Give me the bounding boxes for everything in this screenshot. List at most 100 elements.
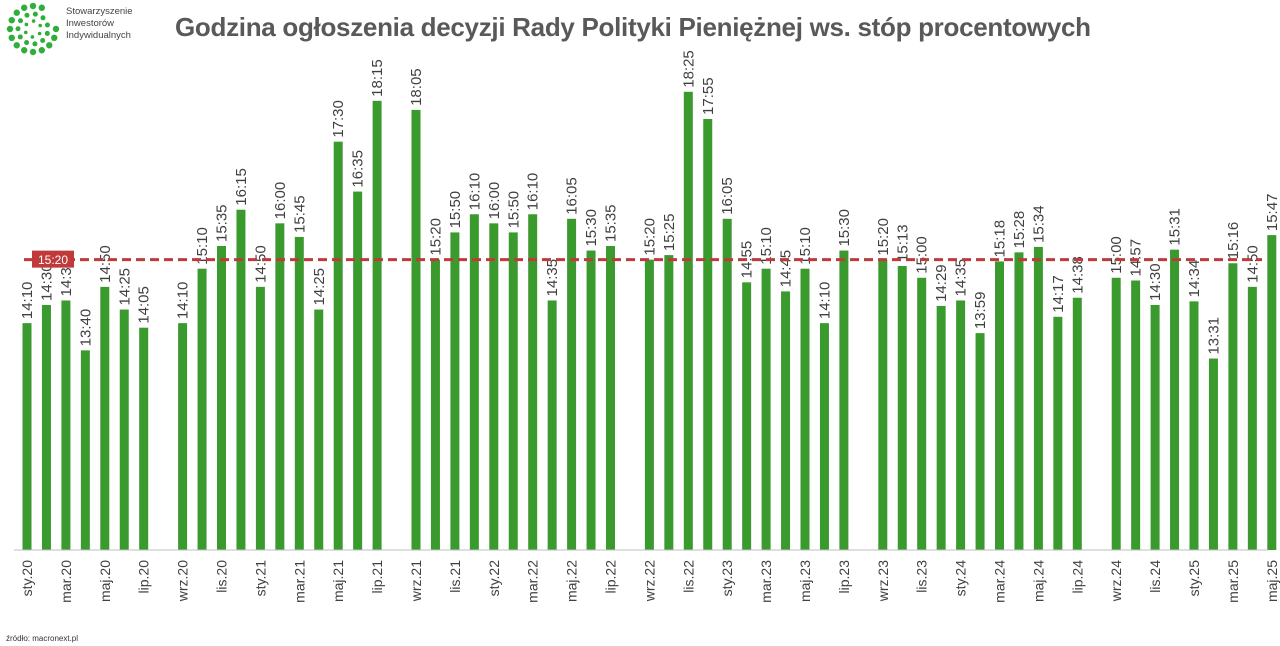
bar — [917, 277, 927, 550]
logo-icon — [6, 2, 60, 56]
bar-value-label: 15:50 — [447, 191, 464, 229]
bar — [22, 323, 32, 550]
logo-dot — [13, 9, 20, 16]
bar-value-label: 15:00 — [1108, 236, 1125, 274]
bar — [703, 118, 713, 551]
bar — [528, 214, 538, 550]
logo-dot — [46, 42, 53, 49]
bar — [683, 91, 693, 550]
logo-dot — [31, 19, 36, 23]
logo-dot — [8, 34, 15, 42]
bar-value-label: 15:20 — [641, 218, 658, 256]
bar-value-label: 13:31 — [1205, 317, 1222, 355]
bar — [1208, 358, 1218, 550]
bar — [800, 268, 810, 550]
logo-line-3: Indywidualnych — [66, 30, 131, 41]
bar — [567, 218, 577, 550]
logo-dot — [24, 22, 29, 27]
bar-value-label: 15:16 — [1225, 222, 1242, 260]
bar-value-label: 13:59 — [972, 292, 989, 330]
bar-value-label: 15:35 — [603, 204, 620, 242]
logo-dot — [32, 41, 38, 47]
logo-dot — [29, 48, 37, 56]
bar-value-label: 14:30 — [1147, 263, 1164, 301]
bar-value-label: 15:35 — [214, 204, 231, 242]
bar — [586, 250, 596, 551]
logo-dot — [30, 35, 35, 39]
x-tick-label: maj.25 — [1264, 560, 1280, 602]
bar-value-label: 14:25 — [116, 268, 133, 306]
logo-dot — [6, 25, 14, 33]
bar-value-label: 15:30 — [583, 209, 600, 247]
bar — [236, 209, 246, 550]
logo-dot — [15, 26, 21, 32]
bar-value-label: 14:10 — [175, 282, 192, 320]
bar-value-label: 14:50 — [1244, 245, 1261, 283]
bar — [1014, 252, 1024, 551]
logo-dot — [51, 34, 58, 42]
bar-value-label: 14:05 — [136, 286, 153, 324]
logo-dot — [13, 42, 20, 49]
logo-dot — [44, 22, 50, 28]
bar-value-label: 14:35 — [544, 259, 561, 297]
bar — [1033, 246, 1043, 551]
bar — [119, 309, 129, 550]
bar-value-label: 13:40 — [77, 309, 94, 347]
bar — [294, 236, 304, 550]
bar — [314, 309, 324, 550]
x-tick-label: lis.23 — [914, 560, 930, 593]
logo-dot — [40, 15, 46, 21]
bar — [761, 268, 771, 550]
bar — [839, 250, 849, 551]
bar-value-label: 14:50 — [252, 245, 269, 283]
x-tick-label: maj.20 — [97, 560, 113, 602]
bar-value-label: 15:20 — [875, 218, 892, 256]
bar — [956, 300, 966, 550]
x-tick-label: lis.22 — [680, 560, 696, 593]
bar-value-label: 14:35 — [953, 259, 970, 297]
logo-dot — [20, 4, 28, 11]
bar — [275, 223, 285, 551]
bar — [975, 333, 985, 550]
bar-value-label: 14:38 — [1069, 256, 1086, 294]
bar — [936, 305, 946, 550]
bar — [80, 350, 90, 550]
bar-value-label: 15:10 — [194, 227, 211, 265]
x-tick-label: lip.23 — [836, 560, 852, 594]
logo-dot — [8, 16, 15, 24]
bar — [372, 100, 382, 550]
x-tick-label: mar.22 — [525, 560, 541, 603]
logo-dot — [20, 47, 28, 54]
bar-value-label: 16:05 — [564, 177, 581, 215]
x-tick-label: wrz.21 — [408, 560, 424, 602]
logo-dot — [24, 12, 30, 18]
bar — [742, 282, 752, 550]
x-tick-label: mar.21 — [291, 560, 307, 603]
x-tick-label: sty.22 — [486, 560, 502, 597]
bar — [411, 109, 421, 550]
bar — [197, 268, 207, 550]
logo-dot — [52, 25, 60, 33]
bar — [1072, 297, 1082, 550]
bar-value-label: 15:50 — [505, 191, 522, 229]
x-tick-label: wrz.24 — [1108, 560, 1124, 602]
bar — [430, 259, 440, 550]
x-tick-label: sty.21 — [252, 560, 268, 597]
bar-value-label: 16:15 — [233, 168, 250, 206]
bar-value-label: 14:35 — [58, 259, 75, 297]
bar-value-label: 16:00 — [272, 182, 289, 220]
x-tick-label: lip.21 — [369, 560, 385, 594]
x-tick-label: maj.21 — [330, 560, 346, 602]
logo-dot — [38, 23, 43, 28]
logo-dot — [29, 2, 37, 10]
x-tick-label: lis.24 — [1147, 560, 1163, 593]
logo-line-2: Inwestorów — [66, 18, 115, 29]
x-tick-label: maj.22 — [564, 560, 580, 602]
bar-value-label: 14:55 — [739, 241, 756, 279]
bar-value-label: 15:31 — [1167, 208, 1184, 246]
x-tick-label: lis.21 — [447, 560, 463, 593]
bar — [41, 305, 51, 550]
bar — [995, 261, 1004, 550]
bar — [1189, 301, 1199, 550]
